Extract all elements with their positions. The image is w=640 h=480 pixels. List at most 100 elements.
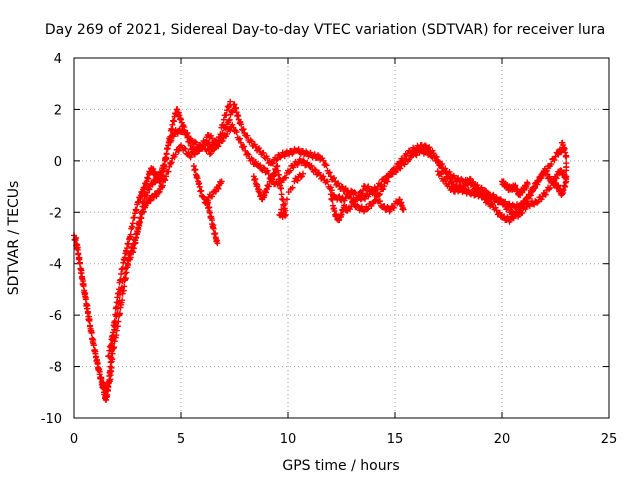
data-point-fill	[189, 145, 196, 152]
data-point-fill	[172, 151, 179, 158]
data-point-fill	[493, 195, 500, 202]
data-point-fill	[213, 141, 220, 148]
data-point-fill	[82, 296, 89, 303]
data-point-fill	[274, 156, 281, 163]
data-point-fill	[327, 184, 334, 191]
data-point-fill	[493, 207, 500, 214]
data-point-fill	[510, 215, 517, 222]
data-point-fill	[287, 167, 294, 174]
data-point-fill	[76, 260, 83, 267]
data-point-fill	[90, 342, 97, 349]
data-point-fill	[293, 176, 300, 183]
data-point-fill	[307, 163, 314, 170]
data-point-fill	[489, 193, 496, 200]
data-point-fill	[546, 173, 553, 180]
data-point-fill	[450, 172, 457, 179]
data-point-fill	[125, 262, 132, 269]
data-point-fill	[462, 182, 469, 189]
data-point-fill	[377, 198, 384, 205]
data-point-fill	[515, 209, 522, 216]
data-point-fill	[117, 310, 124, 317]
data-point-fill	[168, 159, 175, 166]
data-point-fill	[122, 275, 129, 282]
data-point-fill	[372, 190, 379, 197]
x-tick-label: 15	[387, 432, 404, 447]
data-point-fill	[381, 203, 388, 210]
data-point-fill	[207, 214, 214, 221]
data-point-fill	[227, 127, 234, 134]
y-tick-label: -4	[49, 258, 62, 273]
data-point-fill	[307, 149, 314, 156]
plot-frame	[73, 57, 610, 419]
data-point-fill	[365, 205, 372, 212]
data-point-fill	[244, 150, 251, 157]
data-point-fill	[184, 129, 191, 136]
data-point-fill	[146, 186, 153, 193]
data-point-fill	[127, 231, 134, 238]
data-point-fill	[331, 174, 338, 181]
data-point	[178, 116, 184, 123]
data-point	[400, 206, 407, 213]
y-tick-label: -10	[41, 412, 62, 427]
data-point-fill	[239, 127, 246, 134]
data-point-fill	[297, 173, 304, 180]
data-point	[396, 160, 403, 167]
data-point-fill	[400, 157, 407, 164]
data-point-fill	[455, 188, 462, 195]
data-point-fill	[79, 275, 86, 282]
data-point-fill	[525, 193, 532, 200]
data-point-fill	[210, 222, 217, 229]
data-point-fill	[380, 186, 387, 193]
data-point-fill	[278, 185, 285, 192]
series-track-f	[327, 183, 407, 224]
data-point-fill	[381, 183, 388, 190]
data-point-fill	[388, 171, 395, 178]
data-point-fill	[351, 201, 358, 208]
data-point-fill	[413, 152, 420, 159]
data-point-fill	[163, 151, 170, 158]
data-point-fill	[236, 135, 243, 142]
data-point-fill	[84, 310, 91, 317]
data-point-fill	[403, 152, 410, 159]
data-point-fill	[350, 200, 357, 207]
data-point-fill	[233, 129, 240, 136]
data-point-fill	[264, 155, 271, 162]
data-point-fill	[311, 151, 318, 158]
series-track-h	[499, 178, 531, 199]
x-tick-label: 20	[494, 432, 511, 447]
data-point-fill	[165, 168, 172, 175]
data-point-fill	[276, 175, 283, 182]
data-point-fill	[501, 213, 508, 220]
data-point-fill	[278, 206, 285, 213]
data-point-fill	[244, 132, 251, 139]
data-point-fill	[162, 177, 169, 184]
data-point-fill	[226, 116, 233, 123]
data-point-fill	[538, 174, 545, 181]
data-point-fill	[204, 197, 211, 204]
data-point-fill	[219, 121, 226, 128]
data-point-fill	[108, 364, 115, 371]
data-point-fill	[426, 144, 433, 151]
data-point-fill	[273, 157, 280, 164]
data-point-fill	[542, 191, 549, 198]
data-point-fill	[519, 202, 526, 209]
data-point-fill	[477, 190, 484, 197]
data-point-fill	[405, 156, 412, 163]
data-point-fill	[311, 166, 318, 173]
data-point-fill	[78, 270, 85, 277]
data-point-fill	[115, 286, 122, 293]
data-point-fill	[235, 136, 242, 143]
data-point-fill	[88, 329, 95, 336]
data-point-fill	[249, 157, 256, 164]
data-point-fill	[264, 167, 271, 174]
data-point-fill	[123, 269, 130, 276]
axis-ticks: 0 5 10 15 20 25 -10 -8 -6 -4 -2 0 2 4	[41, 52, 618, 447]
data-point-fill	[294, 161, 301, 168]
data-point-fill	[442, 168, 449, 175]
data-point-fill	[547, 184, 554, 191]
data-point-fill	[175, 147, 182, 154]
data-point-fill	[266, 183, 273, 190]
data-point-fill	[495, 210, 502, 217]
data-point-fill	[191, 138, 198, 145]
data-point	[299, 170, 306, 177]
